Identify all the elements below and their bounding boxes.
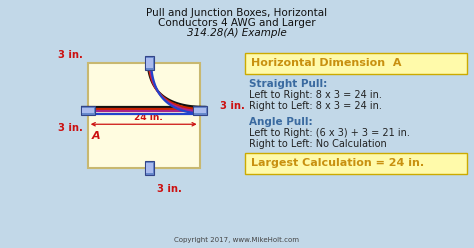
Text: Right to Left: No Calculation: Right to Left: No Calculation [249,139,387,149]
Text: Pull and Junction Boxes, Horizontal: Pull and Junction Boxes, Horizontal [146,8,327,18]
Text: Angle Pull:: Angle Pull: [249,117,313,127]
Bar [145,56,154,70]
Bar [146,58,153,68]
Text: Right to Left: 8 x 3 = 24 in.: Right to Left: 8 x 3 = 24 in. [249,101,383,111]
FancyBboxPatch shape [88,63,200,168]
Text: 24 in.: 24 in. [134,113,163,122]
Text: Conductors 4 AWG and Larger: Conductors 4 AWG and Larger [158,18,315,28]
Text: 314.28(A) Example: 314.28(A) Example [187,28,286,38]
Text: Copyright 2017, www.MikeHolt.com: Copyright 2017, www.MikeHolt.com [174,237,299,243]
Text: 3 in.: 3 in. [157,184,182,194]
Text: 3 in.: 3 in. [58,50,83,60]
Text: Horizontal Dimension  A: Horizontal Dimension A [251,58,402,68]
Bar [81,106,95,115]
Text: 3 in.: 3 in. [219,101,245,111]
Bar [146,163,153,173]
FancyBboxPatch shape [246,153,467,174]
Text: Left to Right: 8 x 3 = 24 in.: Left to Right: 8 x 3 = 24 in. [249,90,383,100]
Bar [193,108,206,113]
FancyBboxPatch shape [246,53,467,74]
Text: 3 in.: 3 in. [58,123,83,133]
Bar [82,108,94,113]
Bar [192,106,207,115]
Text: Largest Calculation = 24 in.: Largest Calculation = 24 in. [251,158,425,168]
Text: Straight Pull:: Straight Pull: [249,79,328,89]
Text: Left to Right: (6 x 3) + 3 = 21 in.: Left to Right: (6 x 3) + 3 = 21 in. [249,128,410,138]
Bar [145,161,154,175]
Text: A: A [91,131,100,141]
